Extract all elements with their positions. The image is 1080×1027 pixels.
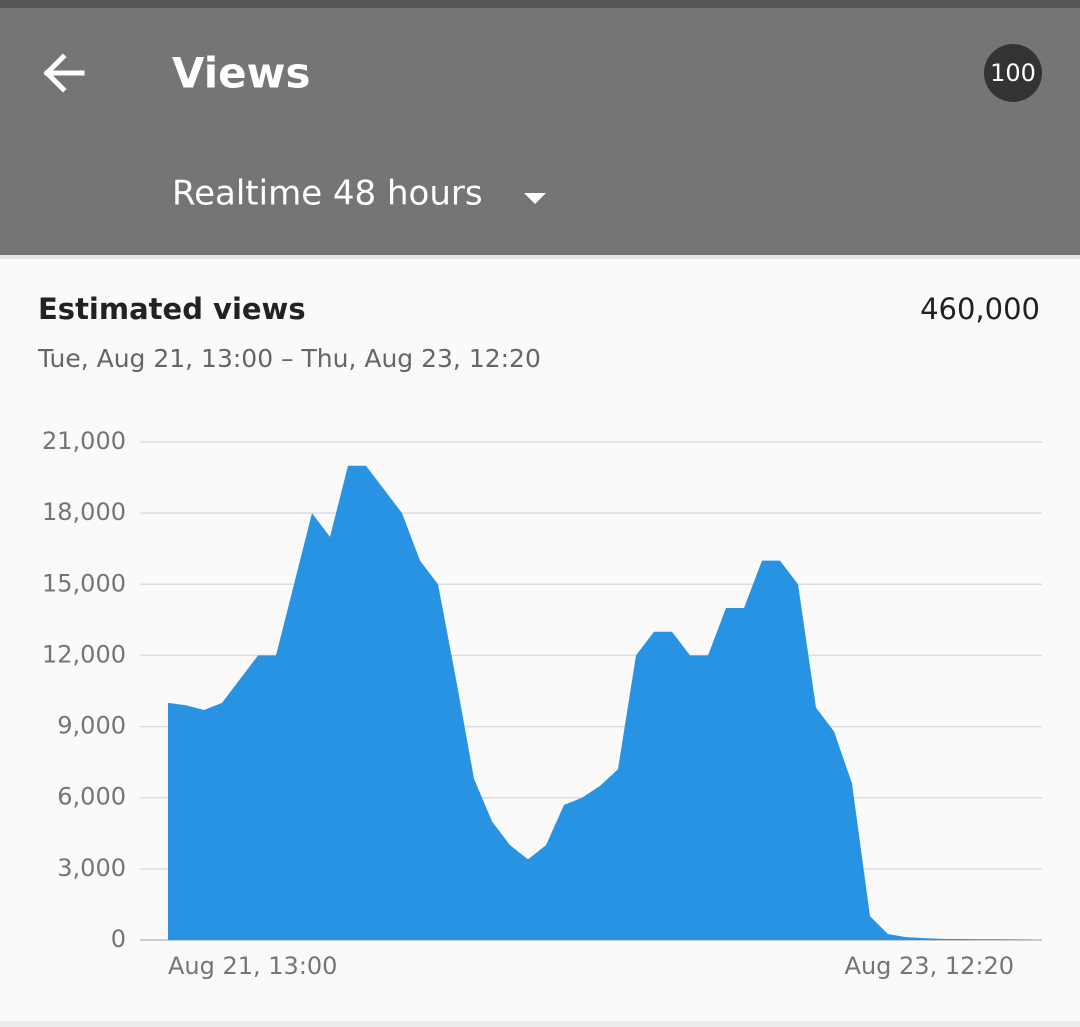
app-bar	[0, 0, 1080, 255]
card-range: Tue, Aug 21, 13:00 – Thu, Aug 23, 12:20	[37, 344, 541, 373]
y-tick-label: 3,000	[57, 854, 126, 882]
badge-text: 100	[990, 59, 1036, 87]
app-bar-shadow	[0, 255, 1080, 259]
y-tick-label: 0	[111, 925, 126, 953]
card-bottom	[0, 1021, 1080, 1027]
x-tick-label: Aug 23, 12:20	[845, 952, 1014, 980]
chart: 0 3,000 6,000 9,000 12,000 15,000 18,000 21,000…	[42, 427, 1042, 980]
dropdown-arrow	[524, 193, 546, 204]
y-tick-label: 18,000	[42, 498, 126, 526]
card-title: Estimated views	[38, 292, 306, 326]
status-strip	[0, 0, 1080, 8]
x-tick-label: Aug 21, 13:00	[168, 952, 337, 980]
period-dropdown[interactable]: Realtime 48 hours	[172, 174, 546, 214]
period-label: Realtime 48 hours	[172, 174, 483, 214]
y-tick-label: 15,000	[42, 569, 126, 597]
y-tick-label: 6,000	[57, 783, 126, 811]
badge[interactable]: 100	[984, 44, 1042, 102]
page-title: Views	[172, 49, 310, 98]
area	[168, 465, 1032, 940]
badge-circle	[984, 44, 1042, 102]
y-tick-label: 12,000	[42, 640, 126, 668]
back-button[interactable]	[43, 53, 85, 93]
y-tick-label: 21,000	[42, 427, 126, 455]
card-total: 460,000	[920, 292, 1040, 326]
y-tick-label: 9,000	[57, 712, 126, 740]
